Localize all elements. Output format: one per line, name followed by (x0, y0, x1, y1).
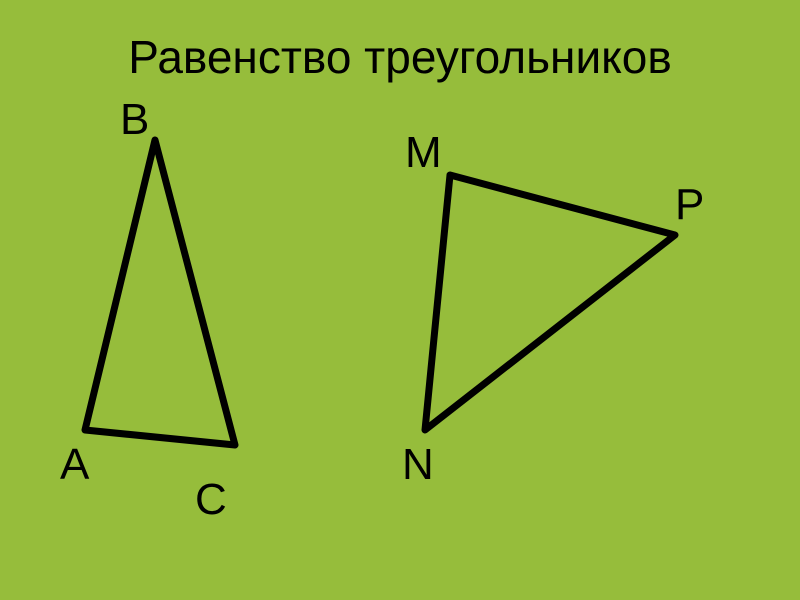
label-n: N (402, 440, 434, 490)
triangle-mnp (425, 175, 675, 430)
diagram-canvas: Равенство треугольников А В С M N P (0, 0, 800, 600)
label-b: В (120, 95, 149, 145)
label-c: С (195, 475, 227, 525)
label-p: P (675, 180, 704, 230)
triangle-abc (85, 140, 235, 445)
label-m: M (405, 128, 442, 178)
label-a: А (60, 440, 89, 490)
triangles-svg (0, 0, 800, 600)
